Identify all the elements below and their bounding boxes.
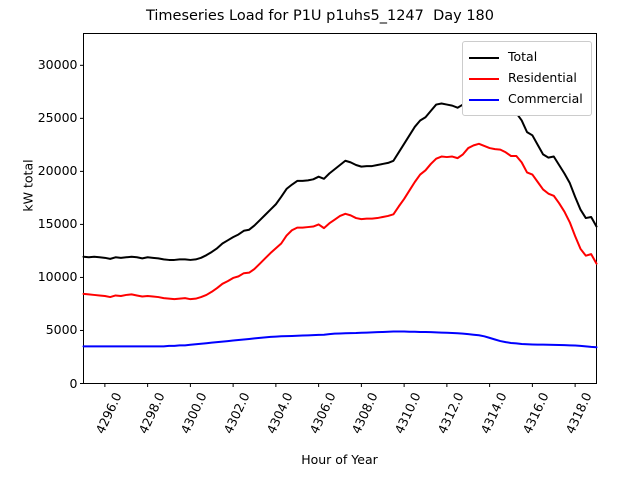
legend-item-commercial: Commercial bbox=[469, 89, 585, 110]
legend-label: Total bbox=[508, 49, 538, 65]
series-line-residential bbox=[82, 142, 598, 301]
legend-item-total: Total bbox=[469, 47, 585, 68]
legend-item-residential: Residential bbox=[469, 68, 585, 89]
y-tick-marks bbox=[80, 64, 84, 384]
chart-legend: Total Residential Commercial bbox=[462, 41, 592, 116]
y-tick-label: 5000 bbox=[45, 322, 78, 338]
x-axis-label: Hour of Year bbox=[301, 452, 378, 467]
x-tick-marks bbox=[104, 383, 576, 387]
y-tick-label: 0 bbox=[69, 375, 78, 391]
legend-label: Residential bbox=[508, 70, 577, 86]
y-tick-label: 20000 bbox=[37, 163, 78, 179]
legend-swatch-total-icon bbox=[469, 56, 499, 59]
chart-title: Timeseries Load for P1U p1uhs5_1247 Day … bbox=[145, 8, 495, 24]
legend-swatch-residential-icon bbox=[469, 77, 499, 80]
y-tick-label: 25000 bbox=[37, 110, 78, 126]
plot-border bbox=[83, 33, 597, 384]
y-tick-label: 15000 bbox=[37, 216, 78, 232]
legend-swatch-commercial-icon bbox=[469, 98, 499, 101]
legend-label: Commercial bbox=[508, 91, 583, 107]
series-line-total bbox=[82, 94, 598, 261]
series-line-commercial bbox=[82, 330, 598, 349]
y-tick-label: 10000 bbox=[37, 269, 78, 285]
y-tick-label: 30000 bbox=[37, 57, 78, 73]
series-lines bbox=[82, 94, 598, 349]
axes-frame bbox=[83, 33, 597, 384]
